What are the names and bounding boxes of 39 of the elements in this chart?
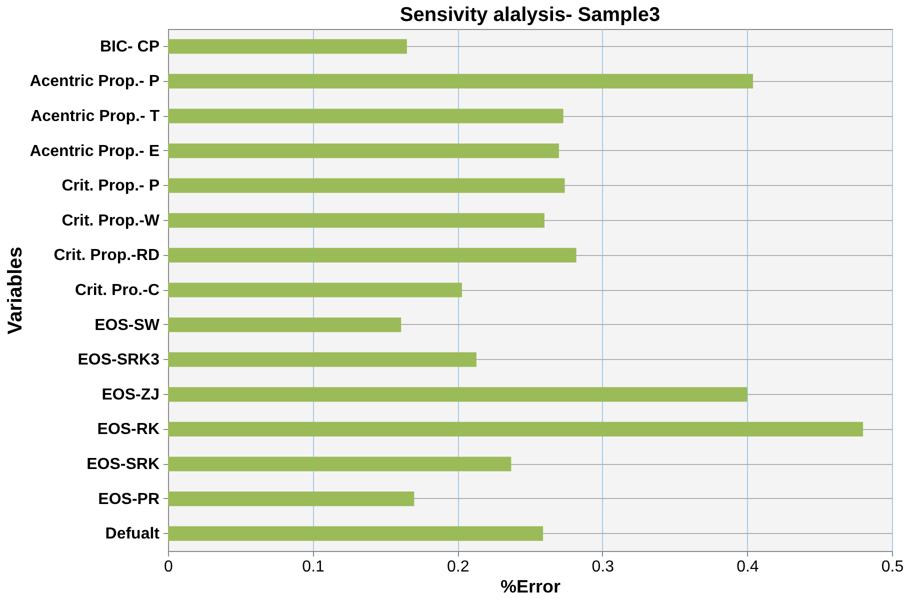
x-axis-title: %Error: [500, 576, 561, 596]
x-tick-label: 0.4: [736, 558, 759, 576]
bar: [168, 282, 462, 298]
bar: [168, 526, 544, 541]
y-tick-label: Crit. Prop.-RD: [54, 247, 160, 264]
y-axis-title: Variables: [4, 246, 27, 334]
y-tick-label: EOS-RK: [97, 421, 160, 438]
x-tick-label: 0.2: [446, 558, 470, 576]
bar: [168, 39, 407, 54]
y-tick-label: Acentric Prop.- P: [30, 73, 160, 90]
bar: [168, 456, 512, 472]
bar: [168, 387, 748, 402]
bar: [168, 317, 402, 332]
bar: [168, 143, 559, 158]
bar: [168, 422, 864, 437]
bar: [168, 74, 753, 89]
bar: [168, 491, 414, 506]
chart-title: Sensivity alalysis- Sample3: [400, 4, 660, 26]
y-tick-label: EOS-PR: [98, 490, 160, 508]
bar: [168, 108, 564, 124]
y-tick-label: EOS-SW: [94, 316, 160, 334]
y-tick-label: Acentric Prop.- T: [30, 108, 160, 125]
y-tick-label: EOS-SRK: [86, 456, 160, 473]
y-tick-label: EOS-SRK3: [78, 352, 160, 369]
y-tick-label: Crit. Prop.- P: [62, 178, 160, 195]
y-tick-label: BIC- CP: [100, 38, 160, 56]
y-tick-label: Defualt: [105, 526, 160, 543]
x-tick-label: 0.3: [592, 558, 614, 576]
bar: [168, 248, 576, 263]
bar: [168, 213, 544, 228]
y-tick-label: EOS-ZJ: [102, 386, 160, 404]
bar: [168, 352, 476, 367]
y-tick-label: Acentric Prop.- E: [30, 142, 160, 160]
y-tick-label: Crit. Pro.-C: [75, 282, 160, 299]
bar: [168, 178, 565, 193]
x-tick-label: 0.5: [881, 558, 904, 576]
y-tick-label: Crit. Prop.-W: [62, 212, 160, 230]
x-tick-label: 0: [164, 558, 174, 576]
x-tick-label: 0.1: [302, 558, 325, 576]
